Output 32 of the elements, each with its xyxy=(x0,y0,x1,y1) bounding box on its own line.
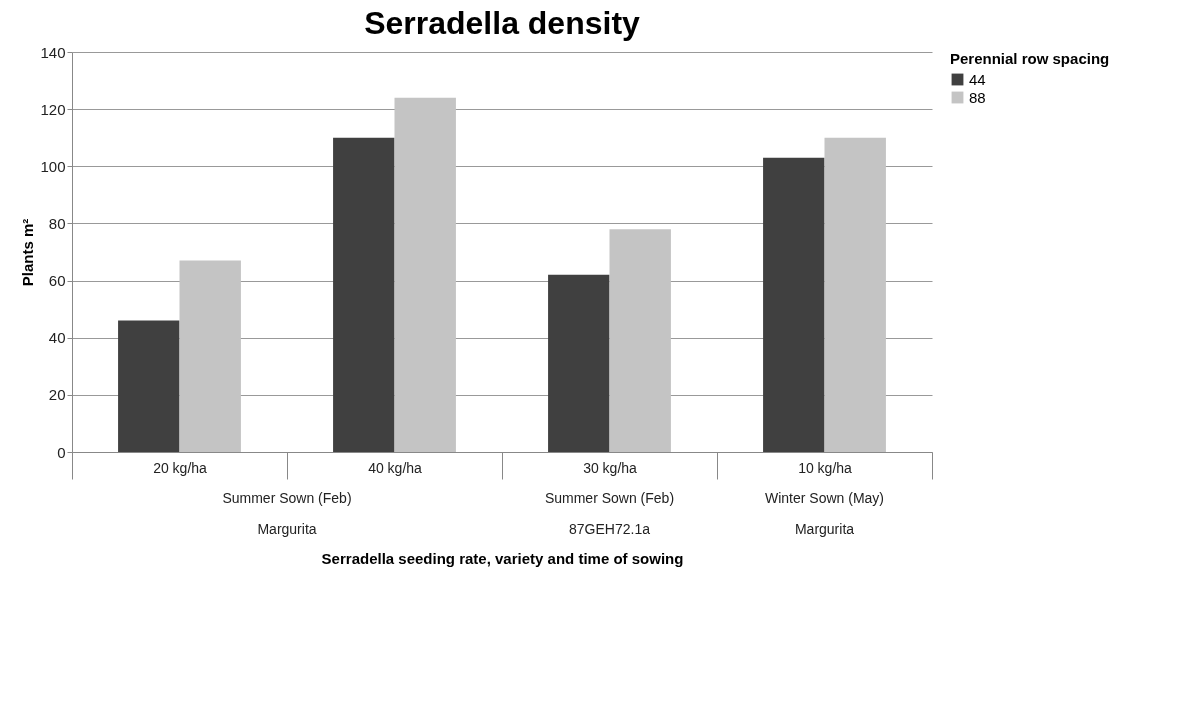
legend-label: 88 xyxy=(969,88,986,106)
y-tick-label: 120 xyxy=(40,100,66,118)
x-tick-label: 10 kg/ha xyxy=(798,459,853,476)
bar xyxy=(609,229,671,452)
legend-title: Perennial row spacing xyxy=(950,50,1110,67)
x-tick-label: 30 kg/ha xyxy=(583,459,638,476)
text: 87GEH72.1a xyxy=(569,521,651,537)
bar xyxy=(394,97,456,452)
chart-title: Serradella density xyxy=(364,5,641,41)
text: Margurita xyxy=(257,521,317,537)
y-tick-label: 60 xyxy=(48,272,66,290)
y-tick-label: 80 xyxy=(48,214,66,232)
bar xyxy=(548,274,610,452)
y-tick-label: 140 xyxy=(40,43,66,61)
bar xyxy=(763,157,825,452)
bar xyxy=(179,260,241,452)
x-tick-label: 40 kg/ha xyxy=(368,459,423,476)
text: Winter Sown (May) xyxy=(764,490,885,506)
text: Summer Sown (Feb) xyxy=(544,490,675,506)
bar xyxy=(118,320,180,452)
text: Summer Sown (Feb) xyxy=(222,490,352,506)
bar xyxy=(824,137,886,452)
y-axis-title: Plants m² xyxy=(19,218,37,287)
x-tick-label: 20 kg/ha xyxy=(153,459,208,476)
text: Margurita xyxy=(794,521,855,537)
y-tick-label: 0 xyxy=(57,443,66,461)
y-tick-label: 20 xyxy=(48,386,66,404)
legend-label: 44 xyxy=(969,70,986,88)
x-axis-title: Serradella seeding rate, variety and time of sowing xyxy=(321,550,684,567)
bar xyxy=(333,137,395,452)
y-tick-label: 100 xyxy=(40,157,66,175)
y-tick-label: 40 xyxy=(48,329,66,347)
